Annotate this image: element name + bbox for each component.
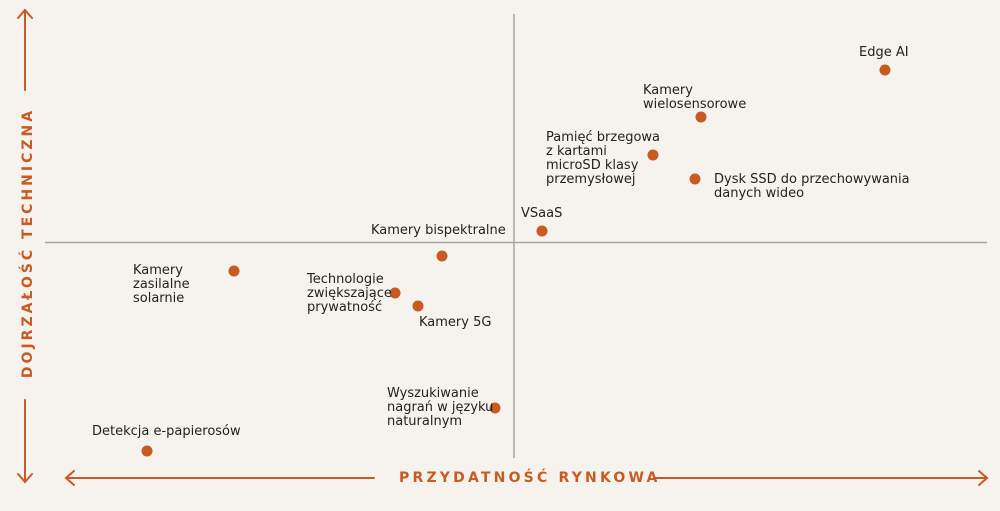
x-axis-right-arrow-icon [655,470,989,486]
data-point [489,402,501,414]
data-point [695,111,707,123]
data-point [412,300,424,312]
point-label: Kamery bispektralne [371,223,506,238]
data-points [141,64,891,457]
point-label: Pamięć brzegowa z kartami microSD klasy … [546,130,660,187]
point-label: Detekcja e-papierosów [92,424,241,439]
point-label: Technologie zwiększające prywatność [307,272,392,315]
data-point [647,149,659,161]
x-axis-title: PRZYDATNOŚĆ RYNKOWA [399,470,661,486]
point-label: VSaaS [521,206,563,221]
point-label: Wyszukiwanie nagrań w języku naturalnym [387,386,494,429]
data-point [228,265,240,277]
point-label: Kamery 5G [419,315,492,330]
data-point [389,287,401,299]
data-point [436,250,448,262]
y-axis-title: DOJRZAŁOŚĆ TECHNICZNA [20,107,36,379]
data-point [879,64,891,76]
point-label: Dysk SSD do przechowywania danych wideo [714,172,910,201]
point-label: Edge AI [859,45,909,60]
point-label: Kamery zasilalne solarnie [133,263,190,306]
x-axis-left-arrow-icon [64,470,375,486]
data-point [141,445,153,457]
y-axis-up-arrow-icon [17,8,33,91]
point-label: Kamery wielosensorowe [643,83,747,112]
data-point [536,225,548,237]
data-point [689,173,701,185]
y-axis-down-arrow-icon [17,399,33,484]
